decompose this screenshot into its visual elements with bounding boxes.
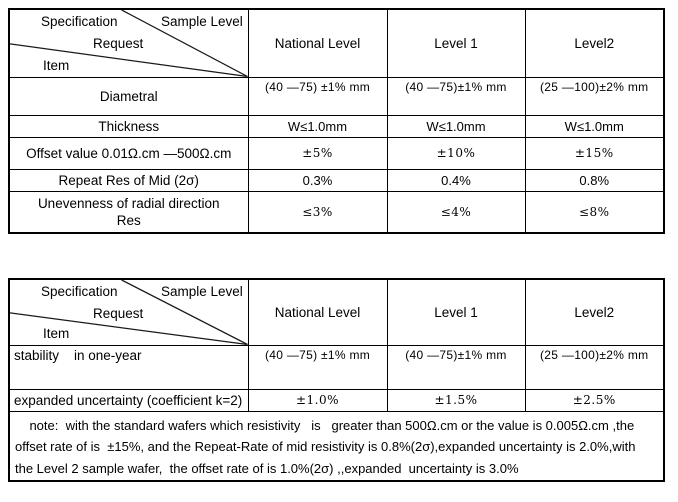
- corner-label-sample-level: Sample Level: [161, 284, 243, 299]
- column-header-national-level: National Level: [247, 278, 388, 346]
- table1-corner-cell: Specification Sample Level Request Item: [8, 8, 249, 78]
- cell-stability-level2: (25 —100)±2% mm: [524, 344, 665, 390]
- row-label-stability: stability in one-year: [8, 344, 249, 390]
- cell-offset-level2: ±15%: [524, 136, 665, 170]
- cell-diametral-level2: (25 —100)±2% mm: [524, 76, 665, 116]
- cell-stability-national: (40 —75) ±1% mm: [247, 344, 388, 390]
- column-header-level-2: Level2: [524, 278, 665, 346]
- cell-uncertainty-level1: ±1.5%: [386, 388, 526, 412]
- column-header-national-level: National Level: [247, 8, 388, 78]
- diagonal-divider-lines: [10, 280, 247, 344]
- table-row-diametral: Diametral (40 —75) ±1% mm (40 —75)±1% mm…: [8, 76, 665, 116]
- table2-corner-cell: Specification Sample Level Request Item: [8, 278, 249, 346]
- cell-thickness-level2: W≤1.0mm: [524, 114, 665, 138]
- column-header-level-1: Level 1: [386, 8, 526, 78]
- cell-offset-national: ±5%: [247, 136, 388, 170]
- row-label-offset-value: Offset value 0.01Ω.cm —500Ω.cm: [8, 136, 249, 170]
- cell-diametral-level1: (40 —75)±1% mm: [386, 76, 526, 116]
- row-label-repeat-res: Repeat Res of Mid (2σ): [8, 168, 249, 192]
- cell-repeat-level2: 0.8%: [524, 168, 665, 192]
- spec-table-1: Specification Sample Level Request Item …: [8, 8, 665, 234]
- cell-stability-level1: (40 —75)±1% mm: [386, 344, 526, 390]
- column-header-level-1: Level 1: [386, 278, 526, 346]
- cell-uncertainty-level2: ±2.5%: [524, 388, 665, 412]
- table-row-thickness: Thickness W≤1.0mm W≤1.0mm W≤1.0mm: [8, 114, 665, 138]
- cell-unevenness-level1: ≤4%: [386, 190, 526, 234]
- corner-label-sample-level: Sample Level: [161, 14, 243, 29]
- corner-label-item: Item: [43, 326, 70, 341]
- table-row-expanded-uncertainty: expanded uncertainty (coefficient k=2) ±…: [8, 388, 665, 412]
- cell-repeat-national: 0.3%: [247, 168, 388, 192]
- cell-uncertainty-national: ±1.0%: [247, 388, 388, 412]
- table-row-unevenness: Unevenness of radial direction Res ≤3% ≤…: [8, 190, 665, 234]
- row-label-unevenness: Unevenness of radial direction Res: [8, 190, 249, 234]
- row-label-expanded-uncertainty: expanded uncertainty (coefficient k=2): [8, 388, 249, 412]
- table-row-offset-value: Offset value 0.01Ω.cm —500Ω.cm ±5% ±10% …: [8, 136, 665, 170]
- cell-offset-level1: ±10%: [386, 136, 526, 170]
- cell-unevenness-level2: ≤8%: [524, 190, 665, 234]
- cell-thickness-national: W≤1.0mm: [247, 114, 388, 138]
- cell-thickness-level1: W≤1.0mm: [386, 114, 526, 138]
- cell-repeat-level1: 0.4%: [386, 168, 526, 192]
- corner-label-item: Item: [43, 58, 70, 73]
- corner-label-specification: Specification: [41, 284, 118, 299]
- table-row-stability: stability in one-year (40 —75) ±1% mm (4…: [8, 344, 665, 390]
- table2-header-row: Specification Sample Level Request Item …: [8, 278, 665, 346]
- cell-diametral-national: (40 —75) ±1% mm: [247, 76, 388, 116]
- row-label-diametral: Diametral: [8, 76, 249, 116]
- corner-label-request: Request: [93, 306, 144, 321]
- note-text: note: with the standard wafers which res…: [8, 410, 665, 482]
- table-row-note: note: with the standard wafers which res…: [8, 410, 665, 482]
- corner-label-request: Request: [93, 36, 144, 51]
- table1-header-row: Specification Sample Level Request Item …: [8, 8, 665, 78]
- row-label-thickness: Thickness: [8, 114, 249, 138]
- spec-table-2: Specification Sample Level Request Item …: [8, 278, 665, 482]
- table-row-repeat-res: Repeat Res of Mid (2σ) 0.3% 0.4% 0.8%: [8, 168, 665, 192]
- cell-unevenness-national: ≤3%: [247, 190, 388, 234]
- diagonal-divider-lines: [10, 10, 247, 76]
- corner-label-specification: Specification: [41, 14, 118, 29]
- column-header-level-2: Level2: [524, 8, 665, 78]
